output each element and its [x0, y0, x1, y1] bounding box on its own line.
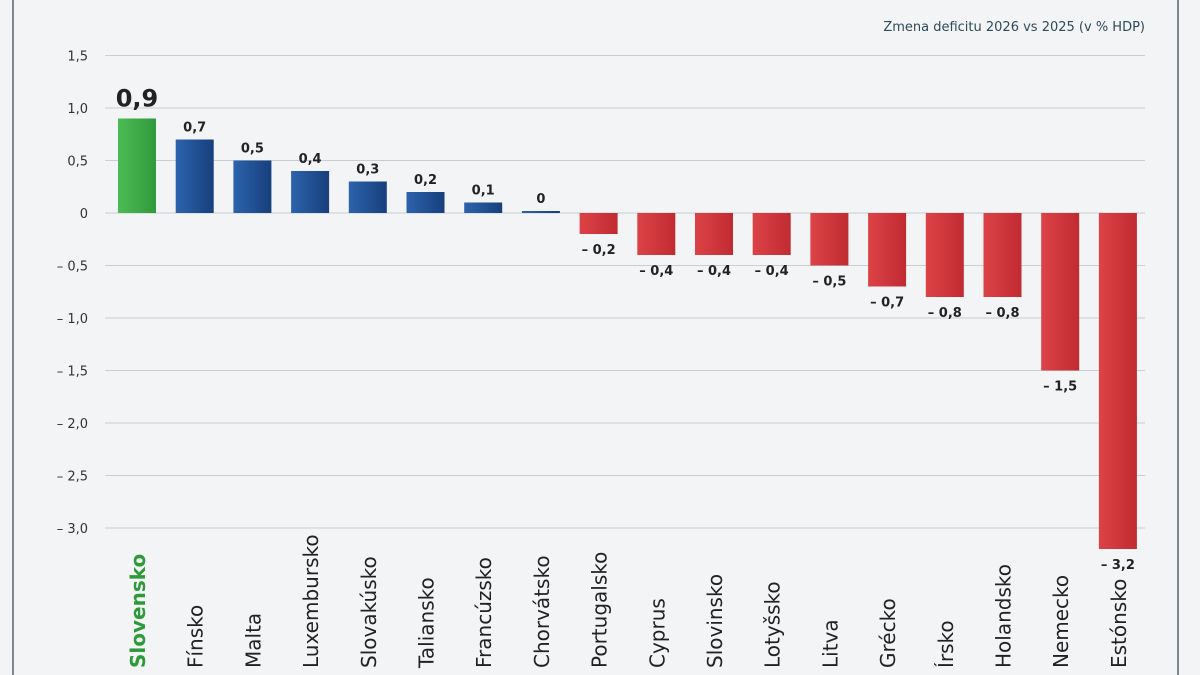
bar [579, 213, 618, 234]
bar [925, 213, 964, 297]
data-label: – 0,2 [582, 243, 616, 258]
category-label: Cyprus [645, 598, 669, 668]
y-tick-label: 1,5 [67, 50, 88, 65]
bar [348, 181, 387, 213]
bar [983, 213, 1022, 297]
data-label: – 0,5 [812, 275, 846, 290]
data-label: 0,9 [116, 85, 159, 113]
bar [752, 213, 791, 255]
category-label: Chorvátsko [530, 555, 554, 668]
bar [637, 213, 676, 255]
bar [1041, 213, 1080, 371]
y-tick-label: – 3,0 [57, 522, 88, 537]
y-tick-label: 0,5 [67, 155, 88, 170]
category-label: Portugalsko [588, 552, 612, 668]
chart-title: Zmena deficitu 2026 vs 2025 (v % HDP) [883, 20, 1145, 35]
y-tick-label: – 1,0 [57, 312, 88, 327]
data-label: 0,2 [414, 173, 437, 188]
category-label: Írsko [934, 620, 958, 668]
bar [1098, 213, 1137, 549]
category-label: Francúzsko [472, 557, 496, 668]
bar [118, 118, 156, 213]
data-label: – 0,4 [697, 264, 731, 279]
bar [868, 213, 907, 287]
category-label: Malta [241, 613, 265, 668]
y-tick-label: – 0,5 [57, 260, 88, 275]
bar [810, 213, 849, 266]
right-border [1177, 0, 1179, 675]
category-label: Lotyšsko [761, 581, 785, 668]
category-label: Slovensko [126, 554, 150, 668]
data-label: 0,7 [183, 121, 206, 136]
data-label: 0,1 [472, 184, 495, 199]
category-label: Litva [818, 619, 842, 668]
bar [406, 192, 445, 213]
y-tick-label: – 2,5 [57, 470, 88, 485]
data-label: – 1,5 [1043, 380, 1077, 395]
data-label: 0,3 [356, 163, 379, 178]
category-label: Estónsko [1107, 579, 1131, 668]
bar [521, 211, 560, 213]
bar [233, 160, 272, 213]
category-label: Grécko [876, 598, 900, 668]
bar [291, 171, 330, 213]
y-tick-label: – 2,0 [57, 417, 88, 432]
data-label: – 0,7 [870, 296, 904, 311]
data-label: – 0,8 [985, 306, 1019, 321]
category-label: Luxembursko [299, 534, 323, 668]
data-label: – 3,2 [1101, 558, 1135, 573]
data-label: – 0,4 [755, 264, 789, 279]
data-label: – 0,8 [928, 306, 962, 321]
left-border [12, 0, 14, 675]
category-label: Fínsko [184, 605, 208, 668]
data-label: 0,4 [299, 152, 322, 167]
data-label: 0 [536, 192, 545, 207]
category-label: Taliansko [415, 577, 439, 669]
y-tick-label: 1,0 [67, 102, 88, 117]
category-label: Nemecko [1049, 575, 1073, 668]
category-label: Slovinsko [703, 574, 727, 668]
bar [695, 213, 733, 255]
category-label: Holandsko [992, 564, 1016, 668]
y-tick-label: – 1,5 [57, 365, 88, 380]
bar [175, 139, 214, 213]
category-label: Slovakúsko [357, 556, 381, 668]
data-label: – 0,4 [639, 264, 673, 279]
y-tick-label: 0 [80, 207, 88, 222]
bar [464, 202, 503, 213]
data-label: 0,5 [241, 142, 264, 157]
